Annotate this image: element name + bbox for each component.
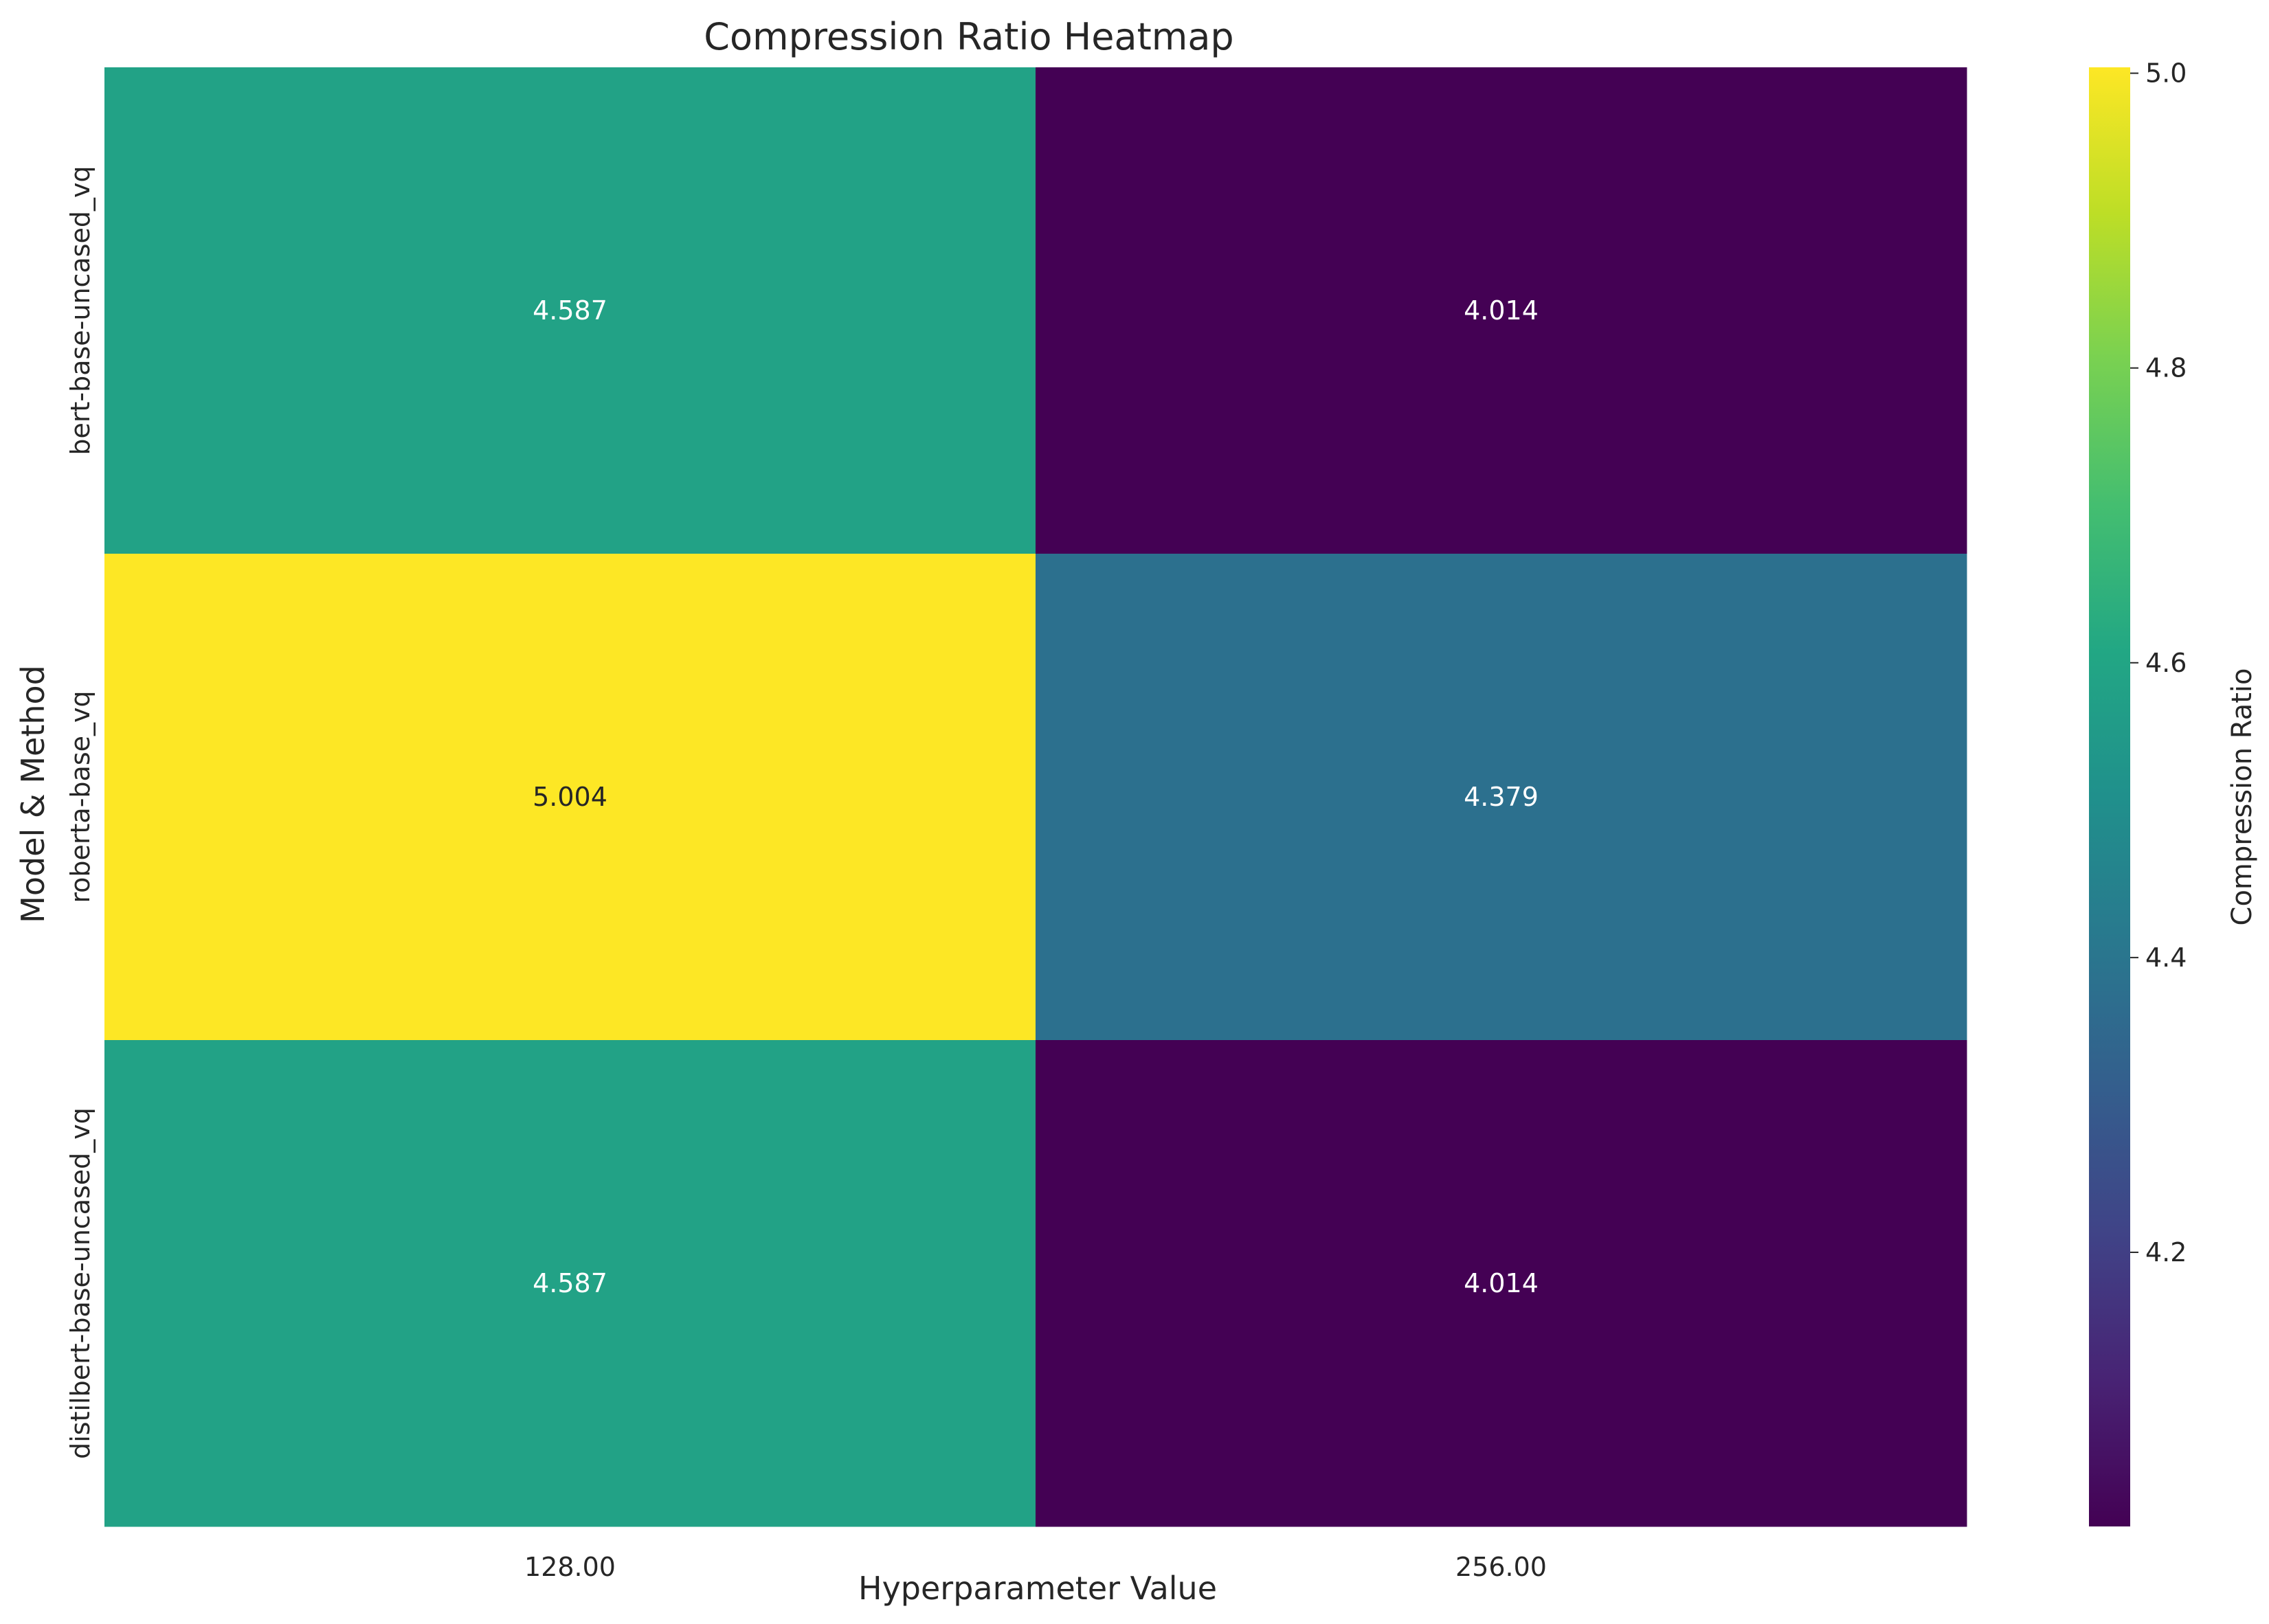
- heatmap-cell-labels: 4.587 4.014 5.004 4.379 4.587 4.014: [533, 295, 1539, 1298]
- cell-value-label: 4.587: [533, 1268, 607, 1298]
- cell-value-label: 4.379: [1464, 782, 1539, 812]
- y-tick-label: bert-base-uncased_vq: [65, 166, 96, 455]
- x-tick-label: 128.00: [524, 1552, 616, 1582]
- colorbar-tick-label: 4.6: [2145, 648, 2187, 678]
- heatmap-cell: [1036, 1040, 1967, 1527]
- heatmap-cell: [104, 67, 1036, 554]
- colorbar-tick-label: 5.0: [2145, 58, 2187, 89]
- heatmap-cell: [1036, 554, 1967, 1041]
- cell-value-label: 4.587: [533, 295, 607, 326]
- x-axis-label: Hyperparameter Value: [858, 1570, 1217, 1607]
- y-tick-label: distilbert-base-uncased_vq: [65, 1107, 96, 1459]
- cell-value-label: 4.014: [1464, 295, 1539, 326]
- chart-title: Compression Ratio Heatmap: [704, 15, 1233, 58]
- colorbar-tick-label: 4.4: [2145, 943, 2187, 973]
- y-tick-label: roberta-base_vq: [65, 690, 96, 903]
- heatmap-cells: [104, 67, 1967, 1527]
- heatmap-cell: [1036, 67, 1967, 554]
- colorbar-tick-label: 4.8: [2145, 353, 2187, 383]
- x-axis-ticks: 128.00 256.00: [524, 1552, 1547, 1582]
- cell-value-label: 5.004: [533, 782, 607, 812]
- colorbar-label: Compression Ratio: [2226, 668, 2258, 926]
- cell-value-label: 4.014: [1464, 1268, 1539, 1298]
- y-axis-ticks: bert-base-uncased_vq roberta-base_vqdisti…: [65, 166, 96, 1459]
- colorbar: [2089, 67, 2130, 1526]
- colorbar-ticks: 4.2 4.4 4.6 4.8 5.0: [2130, 58, 2187, 1267]
- heatmap-cell: [104, 1040, 1036, 1527]
- heatmap-cell: [104, 554, 1036, 1041]
- x-tick-label: 256.00: [1455, 1552, 1547, 1582]
- colorbar-tick-label: 4.2: [2145, 1237, 2187, 1267]
- y-axis-label: Model & Method: [14, 665, 52, 923]
